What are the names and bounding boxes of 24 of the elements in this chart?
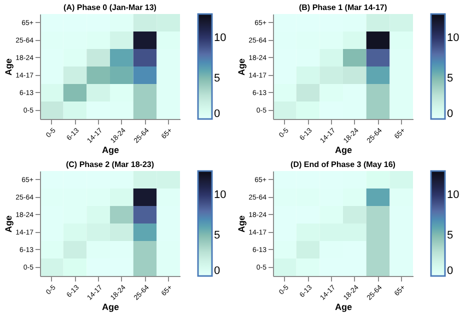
color-bar-label: 0 [447,265,454,277]
y-axis-title: Age [4,215,14,233]
chart-title: (D) End of Phase 3 (May 16) [290,160,396,169]
y-axis-title: Age [236,215,247,233]
x-axis-title: Age [102,302,120,312]
color-bar-label: 10 [447,189,460,202]
color-bar-label: 5 [214,72,220,85]
color-bar-label: 0 [214,108,220,120]
x-axis-title: Age [334,302,352,312]
y-axis-title: Age [236,58,247,76]
color-bar-label: 5 [447,72,454,85]
color-bar-label: 0 [447,108,454,120]
color-bar-label: 10 [214,32,226,44]
color-bar-label: 10 [447,32,460,44]
color-bar-label: 10 [214,189,226,202]
y-axis-title: Age [4,58,14,76]
x-axis-title: Age [102,145,120,156]
chart-title: (C) Phase 2 (Mar 18-23) [66,160,154,169]
x-axis-title: Age [334,145,352,156]
chart-title: (A) Phase 0 (Jan-Mar 13) [64,3,157,12]
color-bar-label: 5 [447,230,454,242]
chart-title: (B) Phase 1 (Mar 14-17) [298,3,388,12]
color-bar-label: 5 [214,230,220,242]
color-bar-label: 0 [214,265,220,277]
